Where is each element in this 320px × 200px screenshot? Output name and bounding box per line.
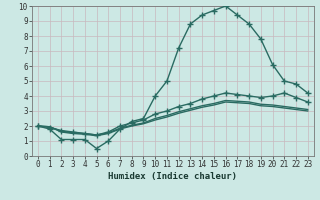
X-axis label: Humidex (Indice chaleur): Humidex (Indice chaleur) (108, 172, 237, 181)
